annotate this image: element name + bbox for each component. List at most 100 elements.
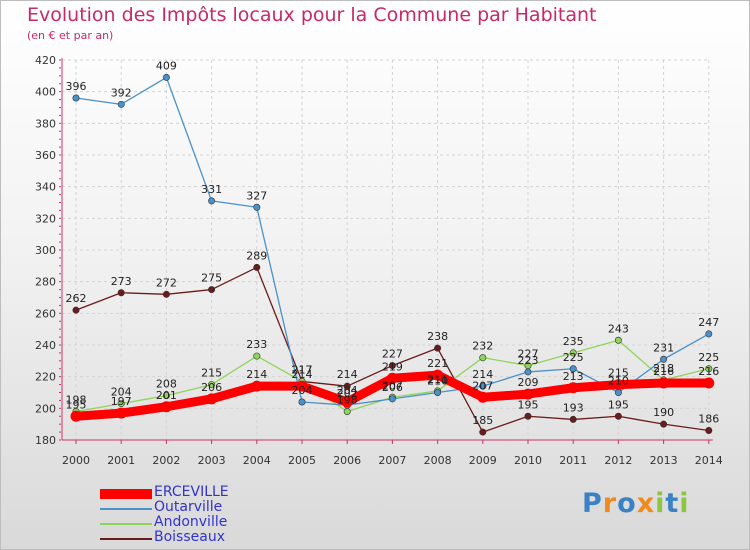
value-label-boisseaux: 289 — [246, 249, 267, 262]
value-label-outarville: 214 — [472, 368, 493, 381]
value-label-andonville: 218 — [653, 362, 674, 375]
logo-letter: x — [636, 488, 656, 519]
y-tick-label: 200 — [35, 402, 56, 415]
value-label-erceville: 216 — [698, 365, 719, 378]
value-label-outarville: 225 — [563, 351, 584, 364]
data-point-outarville — [434, 388, 442, 396]
value-label-boisseaux: 275 — [201, 272, 222, 285]
value-label-boisseaux: 227 — [382, 348, 403, 361]
value-label-erceville: 216 — [653, 365, 674, 378]
y-tick-label: 400 — [35, 86, 56, 99]
data-point-andonville — [208, 381, 216, 389]
x-tick-label: 2006 — [333, 454, 361, 467]
value-label-outarville: 210 — [608, 375, 629, 388]
data-point-erceville — [432, 369, 444, 381]
x-tick-label: 2002 — [152, 454, 180, 467]
legend: ERCEVILLE Outarville Andonville Boisseau… — [100, 484, 300, 546]
data-point-andonville — [117, 400, 125, 408]
legend-swatch-erceville — [100, 489, 152, 499]
data-point-outarville — [298, 398, 306, 406]
value-label-andonville: 217 — [292, 363, 313, 376]
data-point-boisseaux — [524, 412, 532, 420]
data-point-outarville — [208, 197, 216, 205]
value-label-outarville: 331 — [201, 183, 222, 196]
data-point-boisseaux — [388, 362, 396, 370]
logo-letter: i — [679, 488, 690, 519]
data-point-boisseaux — [72, 306, 80, 314]
data-point-andonville — [569, 349, 577, 357]
data-point-erceville — [522, 388, 534, 400]
y-tick-label: 240 — [35, 339, 56, 352]
value-label-outarville: 231 — [653, 341, 674, 354]
legend-label-andonville: Andonville — [154, 514, 228, 530]
data-point-boisseaux — [208, 286, 216, 294]
data-point-outarville — [162, 73, 170, 81]
value-label-andonville: 198 — [337, 394, 358, 407]
value-label-andonville: 235 — [563, 335, 584, 348]
data-point-boisseaux — [479, 428, 487, 436]
data-point-boisseaux — [434, 344, 442, 352]
x-tick-label: 2010 — [514, 454, 542, 467]
value-label-boisseaux: 190 — [653, 406, 674, 419]
data-point-erceville — [115, 407, 127, 419]
data-point-erceville — [612, 379, 624, 391]
x-tick-label: 2008 — [424, 454, 452, 467]
axes: 180 200 220 240 260 280 300 320 340 360 380 400 420 2… — [35, 54, 723, 467]
series-points — [70, 73, 715, 436]
value-label-boisseaux: 273 — [111, 275, 132, 288]
value-label-andonville: 198 — [66, 394, 87, 407]
value-label-boisseaux: 193 — [563, 401, 584, 414]
data-point-outarville — [253, 203, 261, 211]
data-point-outarville — [479, 382, 487, 390]
legend-item-andonville: Andonville — [100, 514, 300, 531]
x-tick-label: 2000 — [62, 454, 90, 467]
y-tick-label: 220 — [35, 371, 56, 384]
value-label-erceville: 201 — [156, 389, 177, 402]
value-label-outarville: 392 — [111, 86, 132, 99]
value-label-erceville: 206 — [201, 381, 222, 394]
value-label-erceville: 195 — [66, 398, 87, 411]
data-point-erceville — [206, 393, 218, 405]
data-point-andonville — [479, 354, 487, 362]
data-point-andonville — [614, 336, 622, 344]
x-tick-label: 2011 — [559, 454, 587, 467]
y-tick-label: 320 — [35, 212, 56, 225]
value-label-erceville: 204 — [337, 384, 358, 397]
x-tick-label: 2013 — [650, 454, 678, 467]
data-point-erceville — [341, 396, 353, 408]
value-label-boisseaux: 195 — [518, 398, 539, 411]
value-label-erceville: 209 — [518, 376, 539, 389]
legend-swatch-andonville — [100, 523, 152, 525]
legend-item-boisseaux: Boisseaux — [100, 530, 300, 546]
x-tick-label: 2004 — [243, 454, 271, 467]
chart-subtitle: (en € et par an) — [27, 29, 114, 42]
chart-title: Evolution des Impôts locaux pour la Comm… — [27, 4, 597, 26]
data-point-boisseaux — [569, 415, 577, 423]
data-point-outarville — [569, 365, 577, 373]
data-point-boisseaux — [253, 263, 261, 271]
value-label-erceville: 219 — [382, 360, 403, 373]
value-label-andonville: 232 — [472, 340, 493, 353]
value-label-boisseaux: 238 — [427, 330, 448, 343]
value-label-andonville: 233 — [246, 338, 267, 351]
legend-label-erceville: ERCEVILLE — [154, 484, 229, 500]
logo-letter: o — [617, 488, 637, 519]
data-point-outarville — [660, 355, 668, 363]
data-point-erceville — [296, 380, 308, 392]
value-label-boisseaux: 214 — [337, 368, 358, 381]
y-tick-label: 420 — [35, 54, 56, 67]
data-point-outarville — [117, 100, 125, 108]
logo-letter: t — [665, 488, 680, 519]
data-point-andonville — [343, 407, 351, 415]
legend-swatch-outarville — [100, 508, 152, 510]
data-point-boisseaux — [705, 426, 713, 434]
data-point-erceville — [703, 377, 715, 389]
data-point-andonville — [705, 365, 713, 373]
value-label-erceville: 215 — [608, 367, 629, 380]
data-point-erceville — [658, 377, 670, 389]
data-point-boisseaux — [162, 290, 170, 298]
value-label-boisseaux: 262 — [66, 292, 87, 305]
value-label-erceville: 207 — [472, 379, 493, 392]
value-label-erceville: 214 — [246, 368, 267, 381]
value-label-outarville: 327 — [246, 189, 267, 202]
